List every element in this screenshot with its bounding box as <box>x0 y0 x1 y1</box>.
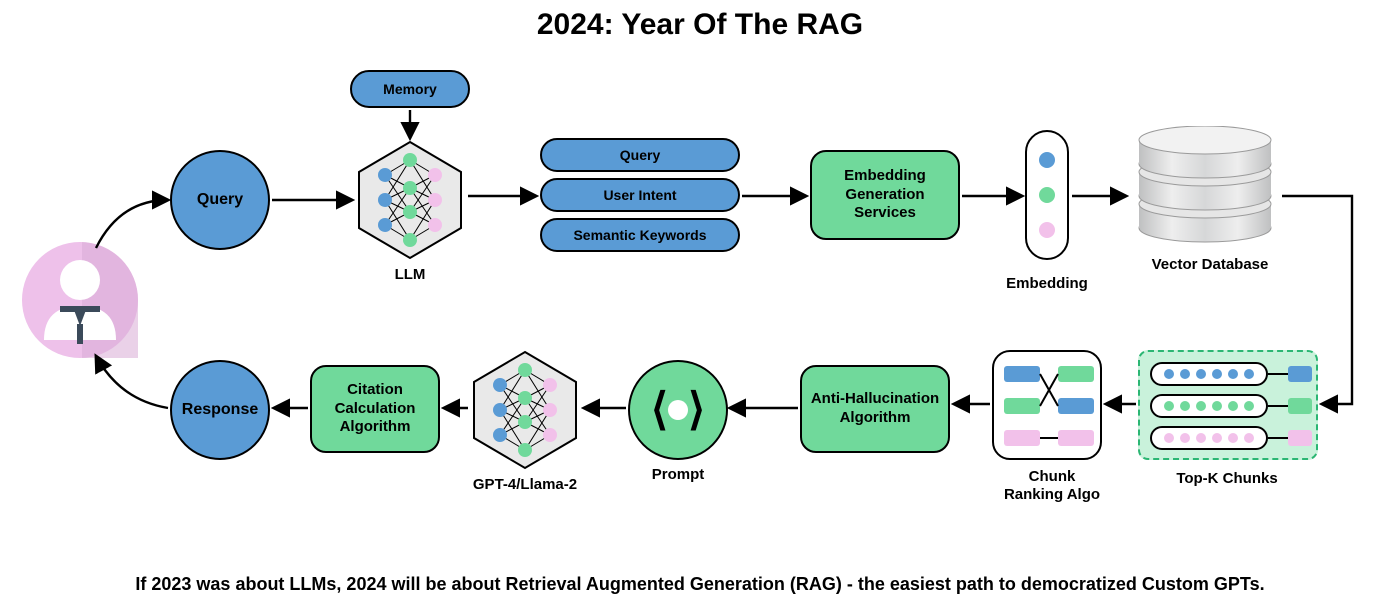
node-prompt: ⟨ ⟩ <box>628 360 728 460</box>
node-query-label: Query <box>197 191 243 209</box>
chevron-right-icon: ⟩ <box>688 388 705 432</box>
node-memory-label: Memory <box>383 81 437 97</box>
topk-row <box>1150 362 1268 386</box>
node-embed-svc: Embedding Generation Services <box>810 150 960 240</box>
node-anti: Anti-Hallucination Algorithm <box>800 365 950 453</box>
embedding-dot <box>1039 222 1055 238</box>
node-topk <box>1138 350 1318 460</box>
page-title: 2024: Year Of The RAG <box>0 8 1400 42</box>
node-rank <box>992 350 1102 460</box>
node-embedding <box>1025 130 1069 260</box>
node-rank-label: Chunk Ranking Algo <box>1002 468 1102 504</box>
node-qstack-keywords: Semantic Keywords <box>540 218 740 252</box>
caption: If 2023 was about LLMs, 2024 will be abo… <box>0 574 1400 595</box>
node-qstack-intent: User Intent <box>540 178 740 212</box>
topk-row <box>1150 394 1268 418</box>
node-qstack-query: Query <box>540 138 740 172</box>
node-memory: Memory <box>350 70 470 108</box>
embedding-dot <box>1039 152 1055 168</box>
node-llm <box>355 140 465 260</box>
embedding-dot <box>1039 187 1055 203</box>
edges <box>0 0 1400 607</box>
diagram-stage: 2024: Year Of The RAG Memory Query LLM Q… <box>0 0 1400 607</box>
user-icon <box>20 240 140 360</box>
chevron-left-icon: ⟨ <box>651 388 668 432</box>
node-topk-label: Top-K Chunks <box>1162 470 1292 487</box>
node-prompt-label: Prompt <box>648 466 708 483</box>
node-llm-label: LLM <box>380 266 440 283</box>
node-response: Response <box>170 360 270 460</box>
node-query: Query <box>170 150 270 250</box>
node-vector-db <box>1130 126 1280 244</box>
node-embedding-label: Embedding <box>1002 275 1092 292</box>
node-citation: Citation Calculation Algorithm <box>310 365 440 453</box>
node-gpt <box>470 350 580 470</box>
node-gpt-label: GPT-4/Llama-2 <box>470 476 580 493</box>
node-vector-db-label: Vector Database <box>1140 256 1280 273</box>
topk-row <box>1150 426 1268 450</box>
